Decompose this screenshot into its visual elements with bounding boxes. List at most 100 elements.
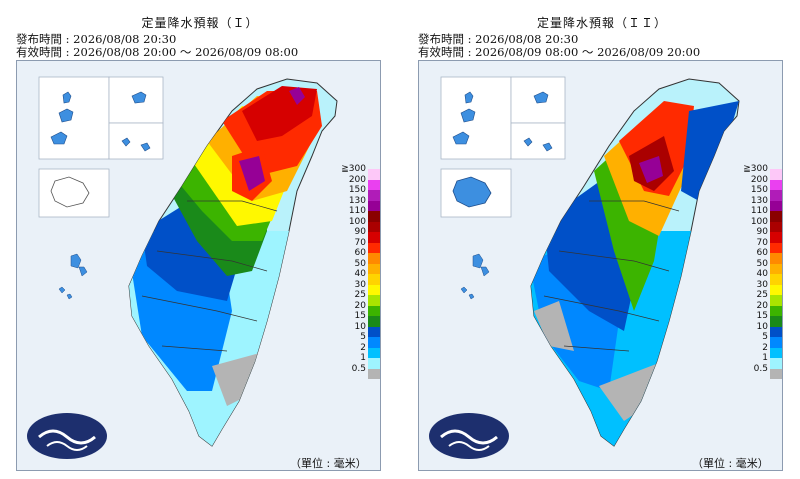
legend-swatch bbox=[368, 347, 380, 358]
legend-row: 150 bbox=[344, 185, 380, 201]
legend-swatch bbox=[368, 368, 380, 379]
legend-swatch bbox=[770, 305, 782, 316]
legend-label: 20 bbox=[354, 300, 366, 311]
legend-swatch bbox=[770, 253, 782, 264]
legend-row: 1 bbox=[344, 353, 380, 369]
legend-swatch bbox=[770, 274, 782, 285]
legend-row: 10 bbox=[344, 322, 380, 337]
legend-swatch bbox=[368, 253, 380, 264]
rainfall-map bbox=[16, 60, 381, 471]
legend-label: 130 bbox=[348, 195, 366, 206]
legend-row: 2 bbox=[344, 343, 380, 358]
legend-swatch bbox=[368, 295, 380, 306]
precip-legend: ≧300 200 150 130 110 100 90 70 60 50 40 30 25 20 15 10 5… bbox=[743, 164, 782, 379]
legend-row: ≧300 bbox=[341, 164, 380, 180]
legend-row: ≧300 bbox=[743, 164, 782, 180]
legend-label: 15 bbox=[354, 311, 366, 321]
legend-swatch bbox=[368, 242, 380, 253]
legend-label: 100 bbox=[348, 216, 366, 227]
legend-swatch bbox=[368, 316, 380, 327]
panel-title: 定量降水預報（Ｉ） bbox=[141, 16, 259, 30]
legend-swatch bbox=[368, 169, 380, 180]
legend-label: 5 bbox=[762, 332, 768, 342]
legend-label: 50 bbox=[756, 258, 768, 269]
legend-label: 20 bbox=[756, 300, 768, 311]
legend-label: ≧300 bbox=[743, 164, 768, 174]
legend-row: 70 bbox=[344, 238, 380, 253]
legend-label: 200 bbox=[750, 174, 768, 185]
legend-swatch bbox=[770, 337, 782, 348]
legend-swatch bbox=[368, 274, 380, 285]
legend-label: 110 bbox=[348, 206, 366, 216]
legend-label: 25 bbox=[756, 290, 768, 300]
legend-label: 60 bbox=[354, 248, 366, 258]
legend-label: 0.5 bbox=[753, 363, 768, 374]
legend-swatch bbox=[368, 221, 380, 232]
legend-label: 90 bbox=[756, 227, 768, 237]
legend-label: 50 bbox=[354, 258, 366, 269]
legend-row: 150 bbox=[746, 185, 782, 201]
legend-row: 0.5 bbox=[746, 364, 782, 379]
legend-label: 1 bbox=[762, 353, 768, 363]
unit-label: （單位 : 毫米） bbox=[692, 457, 769, 470]
legend-label: 30 bbox=[354, 279, 366, 290]
legend-row: 70 bbox=[746, 238, 782, 253]
legend-label: 40 bbox=[756, 269, 768, 279]
legend-label: 0.5 bbox=[351, 363, 366, 374]
legend-label: 200 bbox=[348, 174, 366, 185]
legend-swatch bbox=[368, 211, 380, 222]
legend-swatch bbox=[770, 211, 782, 222]
issue-time: 發布時間 : 2026/08/08 20:30 bbox=[16, 32, 177, 46]
legend-swatch bbox=[770, 284, 782, 295]
legend-swatch bbox=[770, 347, 782, 358]
legend-row: 25 bbox=[344, 290, 380, 306]
legend-label: 5 bbox=[360, 332, 366, 342]
legend-swatch bbox=[368, 232, 380, 243]
legend-swatch bbox=[770, 358, 782, 369]
issue-time: 發布時間 : 2026/08/08 20:30 bbox=[418, 32, 579, 46]
legend-swatch bbox=[770, 200, 782, 211]
valid-time: 有效時間 : 2026/08/08 20:00 ～ 2026/08/09 08:… bbox=[16, 45, 299, 59]
cwa-logo bbox=[429, 413, 509, 459]
legend-label: 130 bbox=[750, 195, 768, 206]
legend-label: 40 bbox=[354, 269, 366, 279]
legend-row: 100 bbox=[344, 217, 380, 232]
legend-swatch bbox=[368, 284, 380, 295]
legend-label: 150 bbox=[348, 185, 366, 195]
legend-row: 130 bbox=[746, 196, 782, 211]
legend-label: 25 bbox=[354, 290, 366, 300]
unit-label: （單位 : 毫米） bbox=[290, 457, 367, 470]
legend-row: 90 bbox=[746, 227, 782, 243]
legend-row: 60 bbox=[746, 248, 782, 264]
legend-row: 10 bbox=[746, 322, 782, 337]
legend-label: 100 bbox=[750, 216, 768, 227]
legend-row: 40 bbox=[746, 269, 782, 285]
legend-label: 2 bbox=[360, 342, 366, 353]
legend-row: 200 bbox=[746, 175, 782, 190]
legend-row: 20 bbox=[746, 301, 782, 316]
legend-label: 70 bbox=[354, 237, 366, 248]
legend-row: 110 bbox=[746, 206, 782, 222]
legend-row: 15 bbox=[344, 311, 380, 327]
legend-row: 110 bbox=[344, 206, 380, 222]
legend-label: ≧300 bbox=[341, 164, 366, 174]
legend-row: 30 bbox=[746, 280, 782, 295]
legend-label: 70 bbox=[756, 237, 768, 248]
legend-swatch bbox=[368, 190, 380, 201]
legend-row: 5 bbox=[746, 332, 782, 348]
legend-row: 40 bbox=[344, 269, 380, 285]
forecast-panel-1: 定量降水預報（Ｉ） 發布時間 : 2026/08/08 20:30 有效時間 :… bbox=[10, 0, 390, 479]
legend-row: 20 bbox=[344, 301, 380, 316]
legend-swatch bbox=[770, 169, 782, 180]
legend-swatch bbox=[770, 221, 782, 232]
legend-swatch bbox=[770, 242, 782, 253]
legend-label: 30 bbox=[756, 279, 768, 290]
legend-label: 1 bbox=[360, 353, 366, 363]
legend-row: 1 bbox=[746, 353, 782, 369]
legend-label: 150 bbox=[750, 185, 768, 195]
legend-row: 15 bbox=[746, 311, 782, 327]
legend-label: 60 bbox=[756, 248, 768, 258]
legend-swatch bbox=[770, 368, 782, 379]
legend-label: 90 bbox=[354, 227, 366, 237]
legend-label: 110 bbox=[750, 206, 768, 216]
